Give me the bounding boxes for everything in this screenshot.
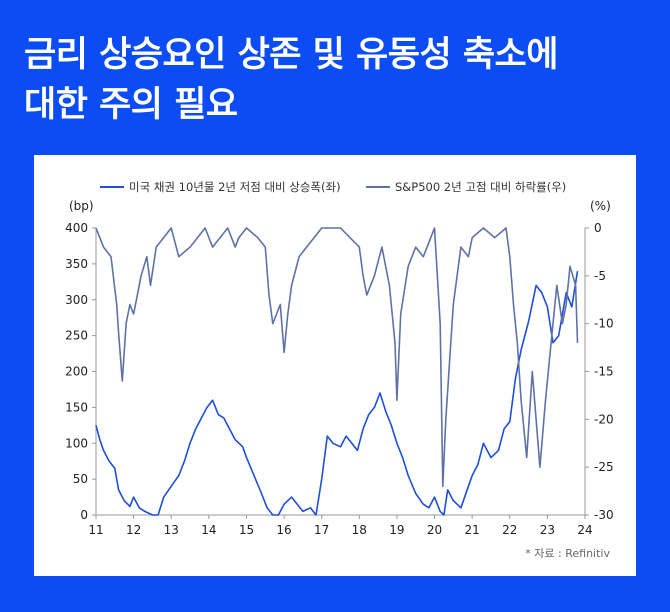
title-line-2: 대한 주의 필요 xyxy=(24,85,238,125)
x-tick-label: 12 xyxy=(126,523,141,537)
x-tick-label: 16 xyxy=(276,523,291,537)
x-tick-label: 19 xyxy=(389,523,404,537)
left-tick-label: 150 xyxy=(65,400,88,414)
x-tick-label: 22 xyxy=(502,523,517,537)
x-tick-label: 23 xyxy=(540,523,555,537)
right-tick-label: -20 xyxy=(594,412,614,426)
x-tick-label: 11 xyxy=(88,523,103,537)
right-tick-label: -10 xyxy=(594,317,614,331)
page-title: 금리 상승요인 상존 및 유동성 축소에 대한 주의 필요 xyxy=(24,30,644,130)
x-tick-label: 20 xyxy=(427,523,442,537)
left-tick-label: 100 xyxy=(65,436,88,450)
right-axis-unit: (%) xyxy=(590,199,611,213)
x-tick-label: 13 xyxy=(164,523,179,537)
x-tick-label: 21 xyxy=(465,523,480,537)
right-tick-label: -25 xyxy=(594,460,614,474)
left-tick-label: 300 xyxy=(65,293,88,307)
left-tick-label: 350 xyxy=(65,257,88,271)
left-tick-label: 50 xyxy=(73,472,88,486)
x-tick-label: 17 xyxy=(314,523,329,537)
x-tick-label: 24 xyxy=(577,523,592,537)
legend-label-series-1: 미국 채권 10년물 2년 저점 대비 상승폭(좌) xyxy=(129,180,341,194)
right-tick-label: -30 xyxy=(594,508,614,522)
chart-card: 미국 채권 10년물 2년 저점 대비 상승폭(좌) S&P500 2년 고점 … xyxy=(34,155,636,576)
left-tick-label: 400 xyxy=(65,221,88,235)
line-chart: 미국 채권 10년물 2년 저점 대비 상승폭(좌) S&P500 2년 고점 … xyxy=(65,180,614,560)
source-note: * 자료 : Refinitiv xyxy=(525,547,610,560)
left-tick-label: 200 xyxy=(65,365,88,379)
x-tick-label: 15 xyxy=(239,523,254,537)
title-line-1: 금리 상승요인 상존 및 유동성 축소에 xyxy=(24,35,558,75)
x-tick-label: 14 xyxy=(201,523,216,537)
right-tick-label: -15 xyxy=(594,365,614,379)
left-axis-unit: (bp) xyxy=(69,199,94,213)
left-tick-label: 250 xyxy=(65,329,88,343)
series-line-treasury-yield-rise xyxy=(95,270,579,516)
right-tick-label: -5 xyxy=(594,269,606,283)
legend: 미국 채권 10년물 2년 저점 대비 상승폭(좌) S&P500 2년 고점 … xyxy=(100,180,566,194)
x-tick-label: 18 xyxy=(352,523,367,537)
right-tick-label: 0 xyxy=(594,221,602,235)
left-tick-label: 0 xyxy=(80,508,88,522)
series-line-sp500-drawdown xyxy=(95,227,579,488)
legend-label-series-2: S&P500 2년 고점 대비 하락률(우) xyxy=(395,180,566,194)
